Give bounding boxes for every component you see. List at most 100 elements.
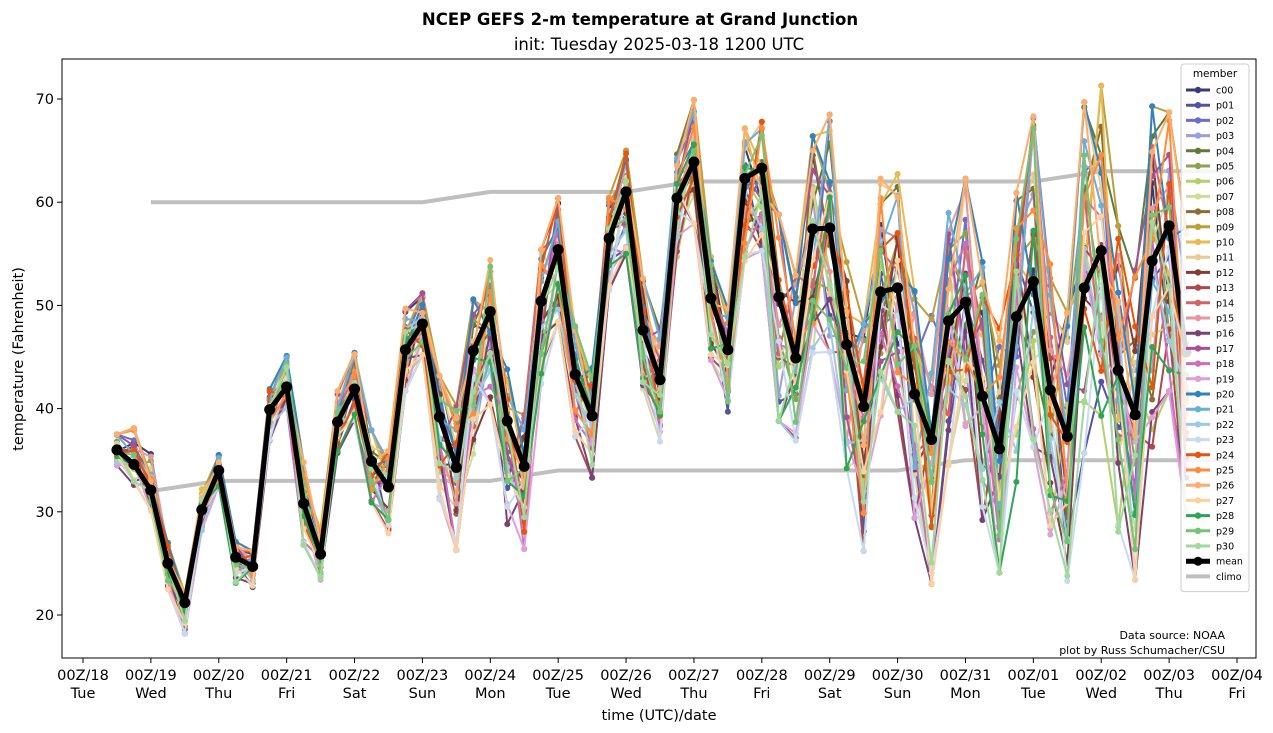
member-point	[775, 234, 782, 241]
member-point	[572, 323, 579, 330]
member-point	[1115, 289, 1122, 296]
member-point	[724, 408, 731, 415]
mean-point	[128, 458, 140, 470]
mean-point	[926, 434, 938, 446]
member-point	[1081, 138, 1088, 145]
member-point	[215, 459, 222, 466]
member-point	[402, 328, 409, 335]
legend-marker	[1194, 360, 1202, 367]
legend-marker	[1194, 436, 1202, 443]
legend-item-p25: p25	[1186, 466, 1234, 477]
member-point	[741, 253, 748, 260]
member-point	[945, 357, 952, 364]
legend-label: p17	[1216, 344, 1234, 355]
mean-point	[824, 222, 836, 234]
member-point	[1098, 367, 1105, 374]
mean-point	[382, 481, 394, 493]
mean-point	[433, 411, 445, 423]
legend-marker	[1194, 390, 1202, 398]
member-point	[1115, 235, 1122, 242]
legend-marker	[1194, 162, 1202, 170]
member-point	[351, 351, 358, 358]
member-point	[894, 369, 901, 376]
member-point	[928, 450, 935, 457]
y-tick-label: 70	[36, 92, 54, 108]
legend-label: p14	[1216, 298, 1234, 309]
mean-point	[416, 318, 428, 330]
legend-label: p01	[1216, 101, 1234, 112]
member-point	[385, 516, 392, 523]
mean-point	[1010, 311, 1022, 323]
member-point	[775, 338, 782, 345]
member-point	[113, 431, 120, 438]
mean-point	[943, 315, 954, 327]
legend-marker	[1194, 345, 1202, 352]
member-point	[1064, 572, 1071, 579]
x-tick-label-day: Wed	[610, 686, 642, 702]
member-point	[809, 133, 816, 140]
member-point	[419, 309, 426, 316]
x-tick-label-day: Thu	[204, 686, 232, 702]
legend-marker	[1193, 556, 1203, 566]
x-tick-label-time: 00Z/28	[736, 668, 788, 684]
member-point	[368, 499, 375, 506]
member-point	[1030, 113, 1037, 120]
mean-point	[654, 374, 666, 386]
mean-point	[1027, 276, 1039, 288]
member-point	[657, 438, 663, 445]
member-point	[266, 387, 273, 394]
member-point	[130, 437, 137, 444]
legend-item-c00: c00	[1186, 86, 1233, 97]
mean-point	[1129, 409, 1141, 421]
member-point	[809, 147, 816, 154]
member-point	[911, 342, 918, 349]
mean-point	[892, 282, 904, 294]
member-point	[300, 459, 307, 466]
member-point	[1064, 309, 1071, 316]
legend-item-mean: mean	[1186, 556, 1243, 568]
member-point	[453, 546, 460, 553]
legend-label: p27	[1216, 496, 1234, 507]
member-point	[741, 126, 748, 133]
member-point	[555, 195, 562, 202]
member-point	[775, 417, 782, 424]
legend-item-p30: p30	[1186, 542, 1234, 553]
mean-point	[230, 551, 242, 563]
mean-point	[196, 504, 208, 516]
member-point	[1166, 367, 1173, 374]
legend-marker	[1194, 512, 1202, 519]
member-point	[860, 498, 867, 505]
legend-label: p03	[1216, 131, 1234, 142]
legend-item-p22: p22	[1186, 420, 1234, 431]
member-point	[1013, 189, 1020, 196]
x-tick-label-day: Tue	[545, 686, 571, 702]
legend-item-p18: p18	[1186, 359, 1234, 370]
member-point	[589, 461, 596, 468]
legend-marker	[1194, 299, 1202, 306]
member-point	[1132, 273, 1139, 280]
member-point	[1166, 204, 1173, 211]
member-point	[826, 268, 833, 275]
member-point	[1081, 324, 1088, 331]
member-point	[1064, 381, 1071, 388]
legend-item-p13: p13	[1186, 283, 1234, 294]
legend-item-p29: p29	[1186, 526, 1234, 537]
member-point	[673, 180, 680, 187]
member-point	[1081, 152, 1088, 159]
legend-label: p02	[1216, 116, 1234, 127]
y-axis-label: temperature (Fahrenheit)	[11, 267, 27, 451]
x-tick-label-time: 00Z/29	[804, 668, 856, 684]
member-point	[521, 528, 528, 535]
mean-point	[518, 460, 530, 472]
legend-item-p26: p26	[1186, 481, 1234, 492]
x-tick-label-time: 00Z/03	[1143, 668, 1195, 684]
member-point	[996, 399, 1003, 406]
x-tick-label-time: 00Z/22	[329, 668, 381, 684]
member-point	[368, 478, 375, 485]
legend-label: p11	[1216, 253, 1234, 264]
member-point	[1047, 347, 1054, 354]
legend-label: mean	[1216, 557, 1243, 568]
member-point	[741, 164, 748, 171]
member-point	[962, 393, 969, 400]
